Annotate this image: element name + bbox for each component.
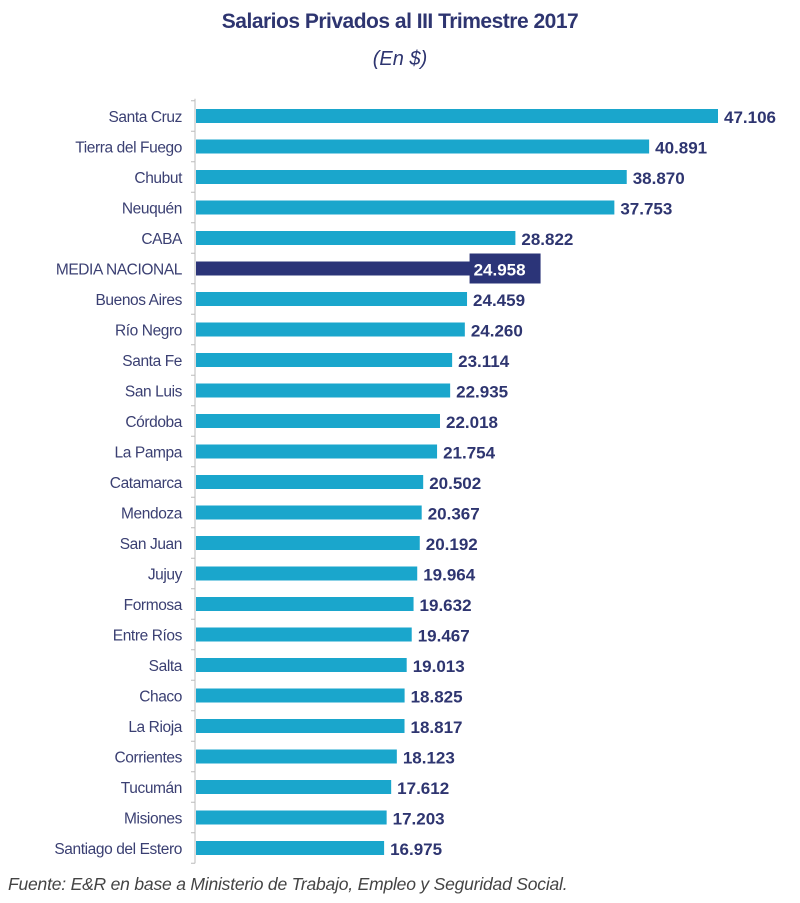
category-label: CABA xyxy=(141,231,183,248)
bar xyxy=(196,231,516,245)
bar xyxy=(196,810,387,825)
bar xyxy=(196,200,615,215)
value-label: 24.958 xyxy=(474,261,526,280)
category-label: Mendoza xyxy=(121,506,183,523)
category-label: Catamarca xyxy=(110,475,183,492)
value-label: 28.822 xyxy=(521,230,573,249)
value-label: 19.013 xyxy=(413,657,465,676)
category-label: Tucumán xyxy=(121,780,182,797)
bar xyxy=(196,719,405,733)
category-label: Buenos Aires xyxy=(95,292,182,309)
bar xyxy=(196,749,397,764)
category-label: Santiago del Estero xyxy=(54,841,182,858)
chart-subtitle: (En $) xyxy=(372,48,428,70)
bar xyxy=(196,688,405,703)
bar xyxy=(196,261,473,276)
category-label: Jujuy xyxy=(148,567,183,584)
value-label: 47.106 xyxy=(724,108,776,127)
value-label: 18.817 xyxy=(411,718,463,737)
value-label: 16.975 xyxy=(390,840,442,859)
category-label: Entre Ríos xyxy=(113,628,183,645)
category-label: La Pampa xyxy=(115,445,183,462)
value-label: 19.632 xyxy=(420,596,472,615)
value-label: 38.870 xyxy=(633,169,685,188)
value-label: 22.935 xyxy=(456,383,508,402)
value-label: 23.114 xyxy=(458,352,510,371)
highlight-label-box xyxy=(469,253,541,284)
bar xyxy=(196,383,451,398)
category-label: Tierra del Fuego xyxy=(75,140,182,157)
category-label: Chubut xyxy=(134,170,183,187)
category-label: Misiones xyxy=(124,811,183,828)
bar xyxy=(196,353,453,367)
value-label: 17.203 xyxy=(393,810,445,829)
bar xyxy=(196,780,392,794)
category-label: Santa Fe xyxy=(122,353,182,370)
bar xyxy=(196,109,718,123)
value-label: 24.459 xyxy=(473,291,525,310)
bar xyxy=(196,536,420,550)
bar xyxy=(196,597,414,611)
value-label: 22.018 xyxy=(446,413,498,432)
category-label: Corrientes xyxy=(115,750,183,767)
value-label: 17.612 xyxy=(397,779,449,798)
category-label: Santa Cruz xyxy=(108,109,182,126)
category-label: Río Negro xyxy=(115,323,182,340)
bar xyxy=(196,292,468,306)
value-label: 19.964 xyxy=(423,566,476,585)
value-label: 20.192 xyxy=(426,535,478,554)
category-label: San Juan xyxy=(120,536,182,553)
bar xyxy=(196,139,650,154)
value-label: 20.367 xyxy=(428,505,480,524)
bars-group xyxy=(196,109,718,855)
value-label: 21.754 xyxy=(443,444,496,463)
y-axis xyxy=(191,98,196,864)
source-note: Fuente: E&R en base a Ministerio de Trab… xyxy=(8,874,568,894)
bar xyxy=(196,444,438,459)
category-label: Formosa xyxy=(124,597,183,614)
labels-group: Santa Cruz 47.106 Tierra del Fuego 40.891 Ch… xyxy=(54,108,776,859)
bar xyxy=(196,414,440,428)
value-label: 37.753 xyxy=(620,200,672,219)
category-label: Chaco xyxy=(139,689,182,706)
bar xyxy=(196,170,627,184)
bar xyxy=(196,505,422,520)
category-label: Córdoba xyxy=(125,414,182,431)
value-label: 24.260 xyxy=(471,322,523,341)
value-label: 18.123 xyxy=(403,749,455,768)
chart-title: Salarios Privados al III Trimestre 2017 xyxy=(221,10,579,33)
category-label: La Rioja xyxy=(128,719,182,736)
category-label: Salta xyxy=(149,658,183,675)
bar xyxy=(196,658,407,672)
bar xyxy=(196,841,385,855)
value-label: 40.891 xyxy=(655,139,707,158)
category-label: Neuquén xyxy=(122,201,182,218)
bar xyxy=(196,475,424,489)
bar xyxy=(196,566,418,581)
value-label: 20.502 xyxy=(429,474,481,493)
bar xyxy=(196,627,412,642)
category-label: San Luis xyxy=(125,384,183,401)
value-label: 18.825 xyxy=(411,688,463,707)
value-label: 19.467 xyxy=(418,627,470,646)
bar xyxy=(196,322,465,337)
category-label: MEDIA NACIONAL xyxy=(56,262,183,279)
